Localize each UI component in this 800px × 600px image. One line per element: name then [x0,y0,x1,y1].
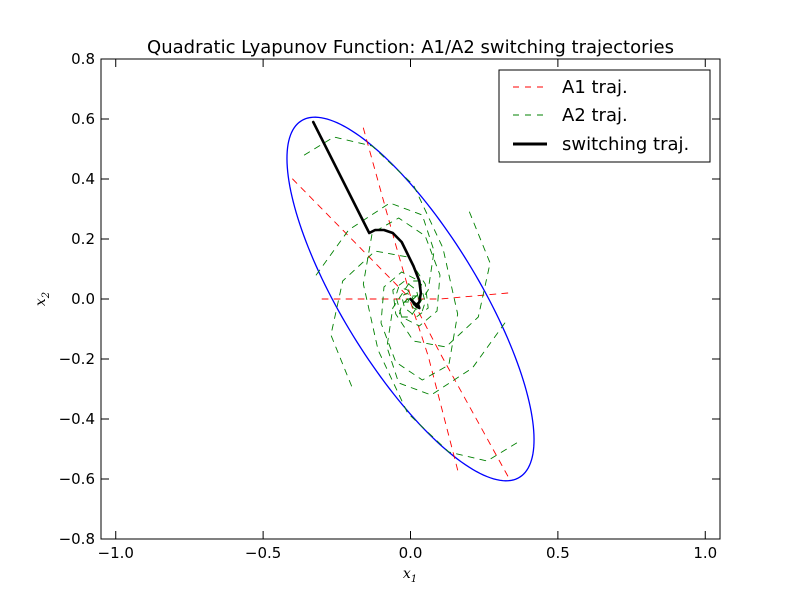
y-tick-label: 0.8 [71,50,95,68]
y-tick-label: −0.2 [59,350,95,368]
y-tick-label: 0.6 [71,110,95,128]
x-tick-label: −0.5 [245,544,281,562]
y-tick-label: −0.8 [59,530,95,548]
series-a2-traj-path-5 [392,211,491,348]
x-tick-label: 0.0 [399,544,423,562]
legend-label-switching: switching traj. [562,134,689,155]
series-a2-traj-path-4 [386,280,506,396]
x-tick-label: 0.5 [546,544,570,562]
y-axis-label: x2 [33,292,52,306]
legend-frame [498,69,711,163]
x-tick-label: −1.0 [98,544,134,562]
series-a1-traj-path-3 [362,127,411,297]
x-tick-label: 1.0 [693,544,717,562]
data-layer [286,116,535,482]
series-switching-traj-path-1 [311,120,423,310]
x-axis-label: x1 [403,566,417,585]
lyapunov-level-set [286,116,535,482]
chart-title: Quadratic Lyapunov Function: A1/A2 switc… [147,37,674,58]
legend: A1 traj. A2 traj. switching traj. [498,69,711,163]
series-a1-traj-path-4 [410,301,459,471]
legend-label-a1: A1 traj. [562,77,628,98]
series-a1-traj-path-5 [413,292,509,300]
y-tick-label: −0.6 [59,470,95,488]
y-tick-label: 0.4 [71,170,95,188]
y-tick-label: 0.0 [71,290,95,308]
series-a2-traj-path-2 [362,217,518,462]
legend-label-a2: A2 traj. [562,105,628,126]
y-tick-label: −0.4 [59,410,95,428]
tick-layer: −1.0 −0.5 0.0 0.5 1.0 −0.8 −0.6 −0.4 −0.2 0.0 0.2 0… [59,50,720,562]
series-a2-traj-path-1 [303,136,459,381]
y-tick-label: 0.2 [71,230,95,248]
series-a2-traj-path-6 [330,250,429,387]
